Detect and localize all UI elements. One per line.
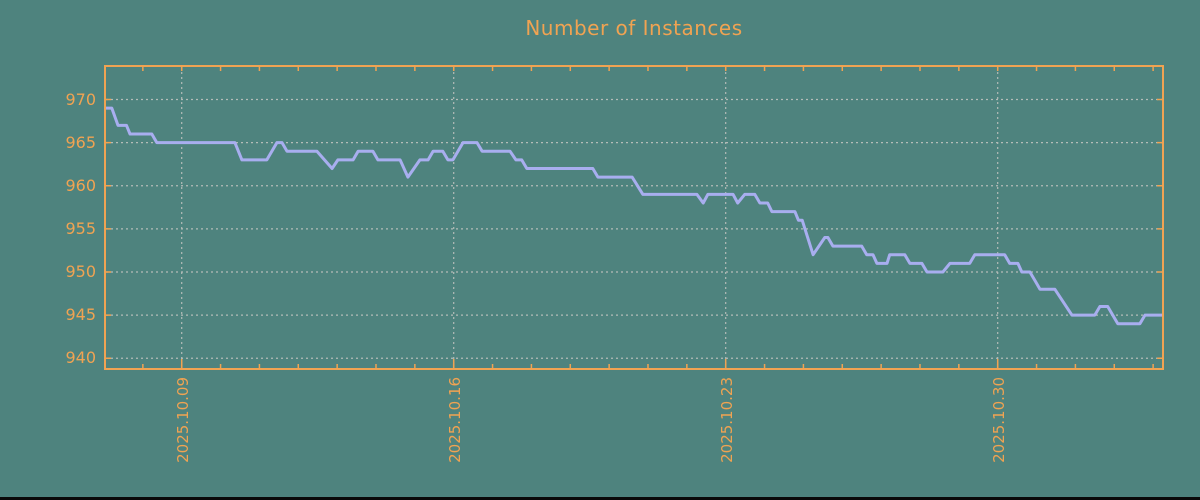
x-tick-label: 2025.10.23 — [717, 377, 736, 463]
y-tick-label: 970 — [65, 89, 96, 109]
y-tick-label: 940 — [65, 348, 96, 368]
x-tick-label: 2025.10.16 — [445, 377, 464, 463]
y-tick-label: 945 — [65, 305, 96, 325]
data-line — [104, 106, 1164, 326]
chart-canvas — [104, 65, 1164, 370]
y-tick-label: 965 — [65, 132, 96, 152]
x-tick-label: 2025.10.30 — [989, 377, 1008, 463]
bottom-bar — [0, 497, 1200, 500]
y-tick-label: 950 — [65, 262, 96, 281]
plot-area — [104, 65, 1164, 370]
x-tick-label: 2025.10.09 — [173, 377, 192, 463]
y-tick-label: 960 — [65, 175, 96, 195]
chart-title: Number of Instances — [525, 16, 743, 40]
y-tick-label: 955 — [65, 218, 96, 238]
plot-frame — [104, 65, 1164, 370]
